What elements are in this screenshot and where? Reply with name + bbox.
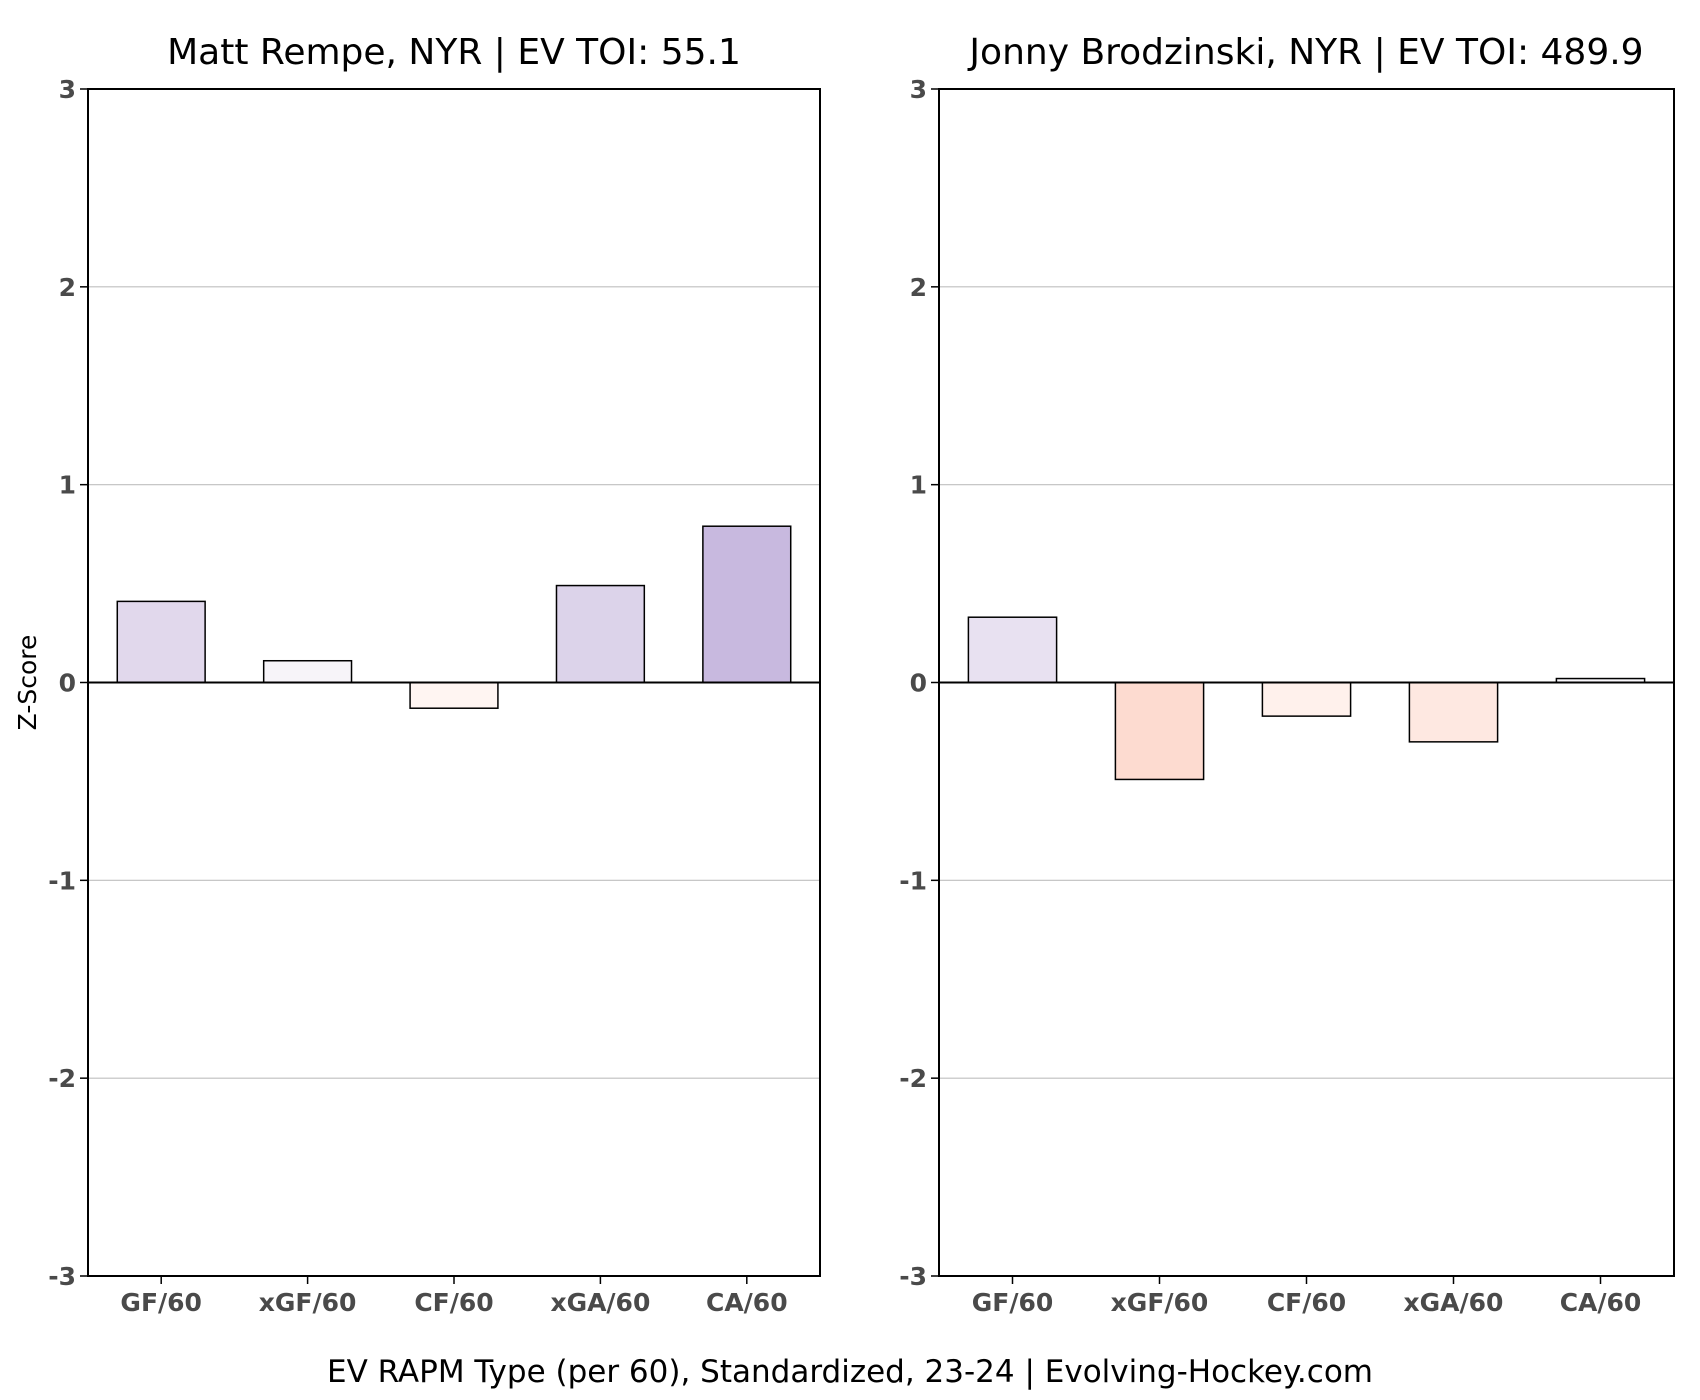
y-tick-label: -2 — [899, 1064, 927, 1093]
y-axis-label: Z-Score — [13, 635, 42, 731]
bar-cf-60 — [409, 681, 499, 709]
y-tick-label: -3 — [48, 1262, 76, 1291]
y-tick-label: 0 — [59, 669, 76, 698]
footer-caption: EV RAPM Type (per 60), Standardized, 23-… — [327, 1354, 1373, 1390]
y-tick-label: -2 — [48, 1064, 76, 1093]
x-tick-label: CF/60 — [414, 1288, 493, 1317]
y-tick-label: -1 — [899, 866, 927, 895]
x-tick-label: GF/60 — [120, 1288, 202, 1317]
plot-frame — [938, 88, 1675, 1277]
panel-title: Jonny Brodzinski, NYR | EV TOI: 489.9 — [967, 32, 1643, 73]
x-tick-label: xGA/60 — [1404, 1288, 1504, 1317]
bar-xgf-60 — [262, 659, 353, 684]
x-tick-label: GF/60 — [972, 1288, 1054, 1317]
x-tick-label: xGF/60 — [1111, 1288, 1209, 1317]
bar-gf-60 — [967, 616, 1058, 684]
y-tick-label: 0 — [910, 669, 927, 698]
y-tick-label: -3 — [899, 1262, 927, 1291]
x-tick-label: CA/60 — [1560, 1288, 1642, 1317]
y-tick-label: 1 — [910, 471, 927, 500]
x-tick-label: CF/60 — [1267, 1288, 1346, 1317]
x-tick-label: xGF/60 — [259, 1288, 357, 1317]
bar-xga-60 — [1408, 681, 1499, 743]
chart-panel-right: 3 2 1 0 -1 -2 -3 GF/60 xGF/60 CF/60 xGA/60 CA/60 Jon… — [899, 32, 1675, 1317]
bar-xga-60 — [555, 584, 646, 684]
panel-title: Matt Rempe, NYR | EV TOI: 55.1 — [167, 32, 741, 73]
bar-ca-60 — [702, 525, 792, 684]
x-tick-label: xGA/60 — [550, 1288, 650, 1317]
plot-frame — [87, 88, 821, 1277]
x-tick-label: CA/60 — [706, 1288, 788, 1317]
y-tick-label: 3 — [910, 75, 927, 104]
y-tick-label: 2 — [910, 273, 927, 302]
y-tick-label: 3 — [59, 75, 76, 104]
y-tick-label: -1 — [48, 866, 76, 895]
bar-cf-60 — [1261, 681, 1352, 717]
y-tick-label: 2 — [59, 273, 76, 302]
chart-panel-left: 3 2 1 0 -1 -2 -3 GF/60 xGF/60 CF/60 xGA/60 CA/60 Mat… — [13, 32, 821, 1317]
bar-gf-60 — [116, 600, 206, 684]
bar-xgf-60 — [1114, 681, 1205, 781]
y-tick-label: 1 — [59, 471, 76, 500]
